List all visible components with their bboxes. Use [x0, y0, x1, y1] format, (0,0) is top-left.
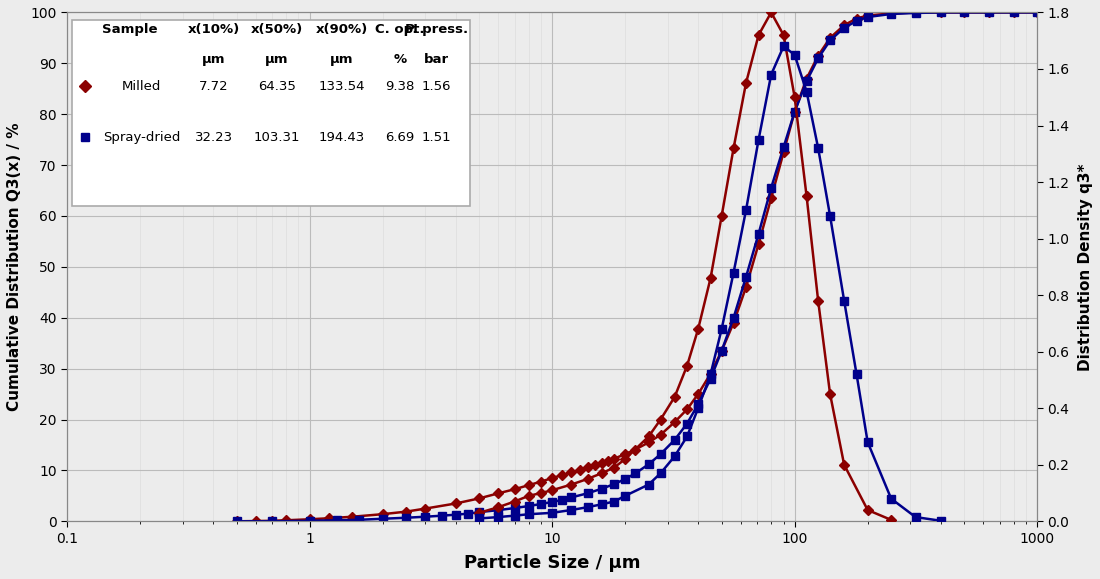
Text: x(50%): x(50%): [251, 23, 304, 36]
Text: µm: µm: [265, 53, 289, 66]
Y-axis label: Cumulative Distribution Q3(x) / %: Cumulative Distribution Q3(x) / %: [7, 123, 22, 411]
Text: 1.51: 1.51: [421, 131, 451, 144]
Text: µm: µm: [330, 53, 354, 66]
Text: 6.69: 6.69: [385, 131, 415, 144]
Text: 194.43: 194.43: [319, 131, 365, 144]
Text: µm: µm: [202, 53, 226, 66]
X-axis label: Particle Size / µm: Particle Size / µm: [464, 554, 640, 572]
Text: 1.56: 1.56: [421, 80, 451, 93]
Text: bar: bar: [424, 53, 449, 66]
Text: 7.72: 7.72: [199, 80, 229, 93]
Text: x(90%): x(90%): [316, 23, 369, 36]
Text: 64.35: 64.35: [258, 80, 296, 93]
Text: Milled: Milled: [122, 80, 162, 93]
Text: 133.54: 133.54: [319, 80, 365, 93]
Text: 103.31: 103.31: [254, 131, 300, 144]
Bar: [72, 20, 470, 206]
Text: P. press.: P. press.: [405, 23, 468, 36]
Y-axis label: Distribution Density q3*: Distribution Density q3*: [1078, 163, 1093, 371]
Text: %: %: [394, 53, 406, 66]
Text: Spray-dried: Spray-dried: [103, 131, 180, 144]
Text: Sample: Sample: [102, 23, 158, 36]
Text: x(10%): x(10%): [188, 23, 240, 36]
Text: 9.38: 9.38: [385, 80, 415, 93]
Text: 32.23: 32.23: [195, 131, 233, 144]
Text: C. opt.: C. opt.: [375, 23, 425, 36]
